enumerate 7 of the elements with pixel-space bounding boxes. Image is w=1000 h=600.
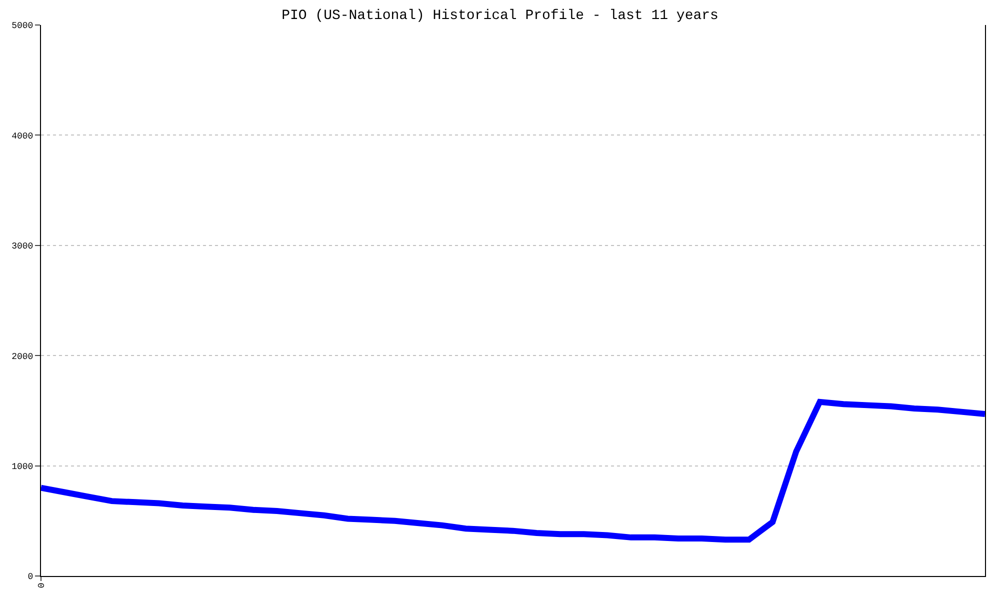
y-tick-label: 2000 xyxy=(12,352,34,362)
y-tick-label: 4000 xyxy=(12,131,34,142)
y-tick-label: 3000 xyxy=(12,242,34,252)
chart-title: PIO (US-National) Historical Profile - last 11 years xyxy=(282,8,718,24)
y-tick-label: 1000 xyxy=(12,462,34,472)
y-tick-label: 0 xyxy=(28,572,34,582)
y-tick-label: 5000 xyxy=(12,21,34,32)
